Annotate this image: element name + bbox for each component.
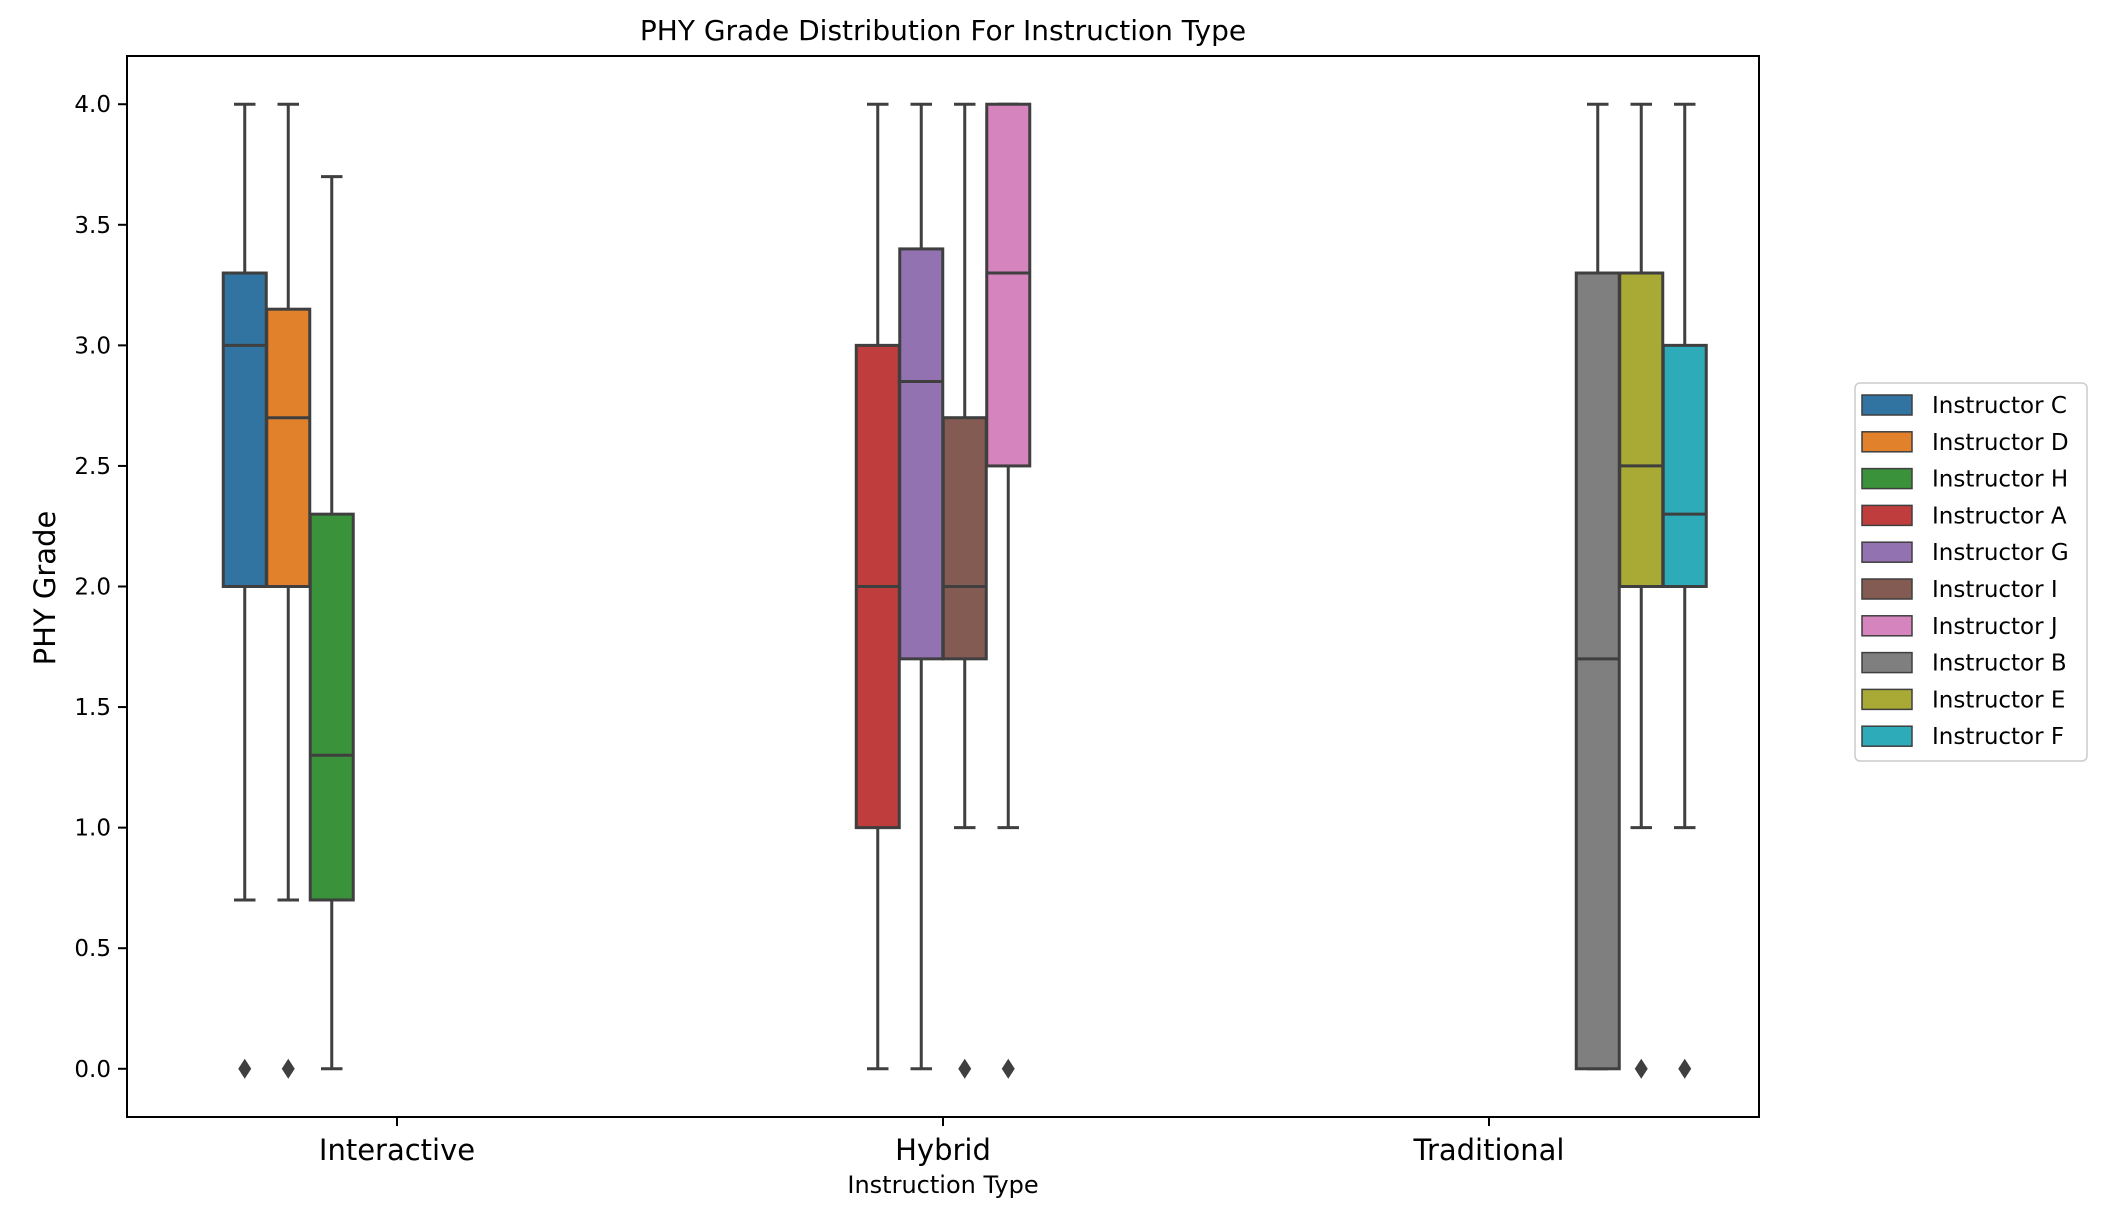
- legend-swatch: [1861, 615, 1913, 637]
- box-group: [941, 102, 988, 1079]
- legend-swatch: [1861, 578, 1913, 600]
- y-tick-label: 1.5: [74, 695, 111, 721]
- legend-swatch: [1861, 541, 1913, 563]
- y-tick-label: 3.5: [74, 213, 111, 239]
- box-group: [898, 102, 945, 1071]
- legend-swatch: [1861, 431, 1913, 453]
- box-series: [221, 102, 1708, 1079]
- y-axis: 0.0 0.5 1.0 1.5 2.0 2.5 3.0 3.5 4.0: [74, 92, 127, 1083]
- outlier-marker: [1001, 1058, 1015, 1079]
- box-group: [854, 102, 901, 1071]
- outlier-marker: [1678, 1058, 1692, 1079]
- box-iqr: [221, 271, 268, 588]
- legend-label: Instructor H: [1932, 467, 2068, 493]
- y-tick-label: 2.5: [74, 454, 111, 480]
- box-iqr: [985, 102, 1032, 468]
- legend-swatch: [1861, 688, 1913, 711]
- box-group: [308, 175, 355, 1071]
- y-tick-label: 1.0: [74, 816, 111, 842]
- y-axis-label: PHY Grade: [28, 511, 62, 666]
- legend-label: Instructor A: [1932, 503, 2067, 529]
- legend-label: Instructor C: [1932, 393, 2067, 419]
- chart-title: PHY Grade Distribution For Instruction T…: [640, 14, 1246, 47]
- y-tick-label: 3.0: [74, 333, 111, 359]
- box-iqr: [1618, 271, 1665, 588]
- box-group: [221, 102, 268, 1079]
- legend-swatch: [1861, 394, 1913, 416]
- outlier-marker: [281, 1058, 295, 1079]
- box-group: [1574, 102, 1621, 1071]
- legend-swatch: [1861, 725, 1913, 747]
- legend-swatch: [1861, 504, 1913, 527]
- legend-frame: [1854, 382, 2088, 762]
- y-tick-label: 4.0: [74, 92, 111, 118]
- legend-label: Instructor J: [1932, 614, 2058, 640]
- box-group: [985, 102, 1032, 1079]
- legend-label: Instructor D: [1932, 430, 2069, 456]
- box-group: [1661, 102, 1708, 1079]
- legend-label: Instructor F: [1932, 724, 2064, 750]
- box-iqr: [308, 512, 355, 902]
- x-tick-label: Traditional: [1413, 1133, 1565, 1167]
- y-tick-label: 0.5: [74, 936, 111, 962]
- outlier-marker: [1634, 1058, 1648, 1079]
- box-iqr: [1574, 271, 1621, 1071]
- box-iqr: [265, 307, 312, 588]
- legend-label: Instructor I: [1932, 577, 2058, 603]
- x-tick-label: Hybrid: [895, 1133, 991, 1167]
- legend: Instructor C Instructor D Instructor H Inst…: [1854, 382, 2088, 762]
- legend-label: Instructor E: [1932, 687, 2065, 713]
- legend-swatch: [1861, 467, 1913, 490]
- outlier-marker: [958, 1058, 972, 1079]
- box-group: [265, 102, 312, 1079]
- x-tick-label: Interactive: [319, 1133, 475, 1167]
- y-tick-label: 2.0: [74, 575, 111, 601]
- legend-swatch: [1861, 651, 1913, 674]
- legend-label: Instructor B: [1932, 651, 2067, 677]
- x-axis: Interactive Hybrid Traditional: [319, 1117, 1565, 1167]
- outlier-marker: [238, 1058, 252, 1079]
- box-iqr: [941, 416, 988, 661]
- box-group: [1618, 102, 1665, 1079]
- legend-label: Instructor G: [1932, 540, 2069, 566]
- box-iqr: [898, 247, 945, 661]
- x-axis-label: Instruction Type: [847, 1171, 1038, 1199]
- box-iqr: [1661, 343, 1708, 589]
- y-tick-label: 0.0: [74, 1057, 111, 1083]
